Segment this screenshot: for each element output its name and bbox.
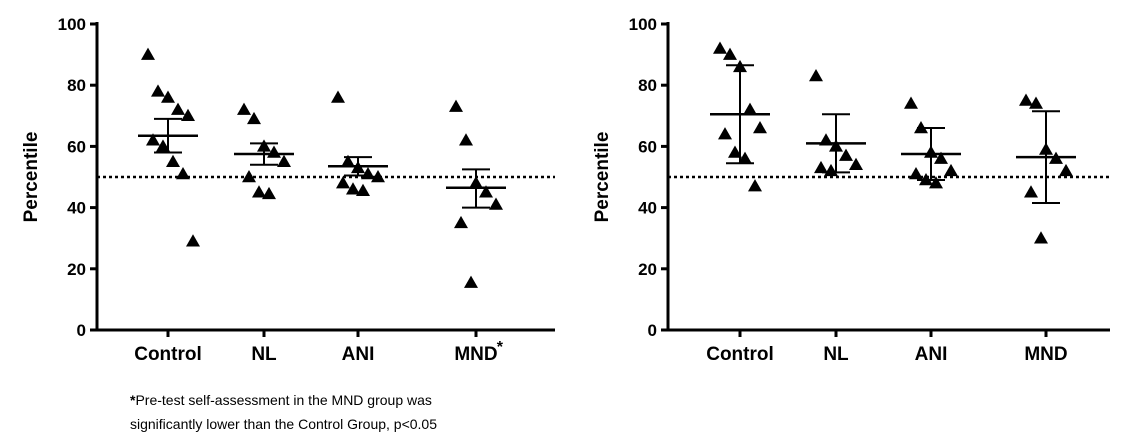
data-point — [904, 96, 918, 109]
data-point — [713, 41, 727, 54]
data-point — [1034, 231, 1048, 244]
category-label: MND — [1024, 344, 1067, 365]
category-label: MND — [454, 344, 497, 365]
footnote: *Pre-test self-assessment in the MND gro… — [130, 388, 437, 436]
data-point — [1059, 163, 1073, 177]
data-point — [909, 166, 923, 180]
y-tick-label: 20 — [67, 260, 86, 279]
y-tick-label: 100 — [629, 15, 657, 34]
y-tick-label: 80 — [67, 76, 86, 95]
data-point — [166, 154, 180, 167]
significance-mark: * — [497, 339, 504, 356]
data-point — [489, 197, 503, 210]
data-point — [161, 90, 175, 103]
data-point — [479, 185, 493, 198]
category-label: Control — [134, 344, 202, 365]
data-point — [839, 148, 853, 161]
y-axis-label: Percentile — [21, 132, 42, 223]
data-point — [849, 157, 863, 171]
data-point — [237, 102, 251, 115]
chart-panel-left: 0 20 40 60 80 100 Percentile Control NL ANI MND * — [21, 15, 555, 365]
y-tick-label: 40 — [638, 199, 657, 218]
data-point — [277, 154, 291, 167]
data-point — [944, 163, 958, 177]
data-point — [809, 69, 823, 82]
y-tick-label: 60 — [67, 137, 86, 156]
category-label: ANI — [342, 344, 375, 365]
data-point — [929, 176, 943, 189]
footnote-star: * — [130, 392, 136, 408]
data-point — [464, 275, 478, 288]
data-point — [449, 99, 463, 112]
data-point — [151, 84, 165, 97]
data-point — [141, 47, 155, 60]
data-point — [934, 151, 948, 164]
y-tick-label: 20 — [638, 260, 657, 279]
data-point — [336, 176, 350, 189]
data-point — [186, 234, 200, 247]
data-point — [346, 182, 360, 195]
y-tick-label: 40 — [67, 199, 86, 218]
category-label: Control — [706, 344, 774, 365]
y-tick-label: 60 — [638, 137, 657, 156]
data-point — [371, 170, 385, 183]
data-point — [814, 160, 828, 174]
data-point — [454, 215, 468, 229]
data-point — [723, 47, 737, 60]
data-point — [252, 185, 266, 198]
data-point — [156, 139, 170, 152]
y-axis-label: Percentile — [592, 132, 613, 223]
footnote-text-1: Pre-test self-assessment in the MND grou… — [135, 392, 432, 408]
data-point — [718, 127, 732, 140]
category-label: NL — [251, 344, 277, 365]
data-point — [738, 151, 752, 164]
data-point — [262, 186, 276, 200]
footnote-line-1: *Pre-test self-assessment in the MND gro… — [130, 388, 437, 412]
data-point — [341, 154, 355, 167]
data-point — [1024, 185, 1038, 198]
data-point — [728, 145, 742, 158]
data-point — [743, 102, 757, 115]
category-label: ANI — [915, 344, 948, 365]
data-point — [748, 179, 762, 192]
footnote-text-2: significantly lower than the Control Gro… — [130, 416, 438, 432]
data-point — [176, 166, 190, 180]
data-point — [753, 121, 767, 134]
y-tick-label: 0 — [77, 321, 86, 340]
y-tick-label: 100 — [58, 15, 86, 34]
data-point — [331, 90, 345, 103]
data-point — [146, 133, 160, 146]
data-point — [356, 183, 370, 197]
data-point — [242, 170, 256, 183]
data-point — [1029, 96, 1043, 109]
y-tick-label: 0 — [648, 321, 657, 340]
data-point — [1019, 93, 1033, 106]
data-point — [181, 108, 195, 122]
category-label: NL — [823, 344, 849, 365]
data-point — [459, 133, 473, 146]
chart-panel-right: 0 20 40 60 80 100 Percentile Control NL ANI MND — [592, 15, 1110, 365]
y-tick-label: 80 — [638, 76, 657, 95]
data-point — [247, 111, 261, 125]
data-point — [171, 102, 185, 115]
